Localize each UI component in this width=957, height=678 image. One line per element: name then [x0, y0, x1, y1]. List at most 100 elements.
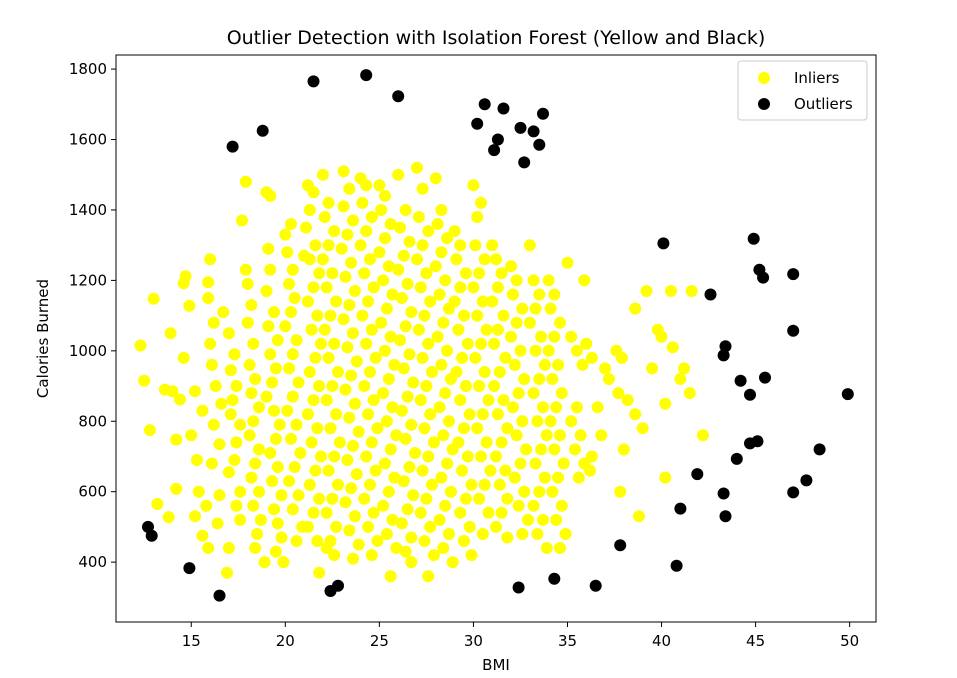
point-inliers [569, 443, 581, 456]
point-inliers [170, 433, 183, 446]
point-inliers [262, 242, 275, 255]
point-outliers [527, 125, 540, 138]
point-inliers [373, 179, 386, 192]
point-inliers [480, 436, 493, 449]
point-inliers [512, 499, 525, 512]
point-inliers [326, 380, 339, 392]
point-inliers [495, 267, 508, 280]
point-outliers [744, 388, 756, 401]
point-inliers [486, 239, 499, 252]
point-inliers [572, 471, 585, 484]
point-inliers [364, 253, 376, 266]
point-inliers [443, 415, 455, 428]
point-inliers [290, 334, 303, 347]
point-inliers [303, 204, 316, 216]
point-inliers [454, 239, 467, 252]
point-inliers [405, 306, 418, 319]
point-inliers [471, 211, 484, 223]
point-outliers [787, 268, 800, 281]
point-outliers [533, 138, 546, 151]
point-inliers [518, 485, 531, 498]
point-inliers [185, 429, 198, 442]
point-inliers [360, 450, 373, 463]
point-inliers [452, 323, 465, 336]
point-inliers [367, 281, 380, 294]
point-inliers [356, 196, 369, 209]
point-inliers [523, 316, 536, 329]
point-inliers [471, 422, 484, 435]
point-inliers [465, 549, 478, 562]
point-inliers [427, 549, 440, 562]
point-inliers [435, 204, 448, 216]
point-inliers [326, 267, 339, 280]
point-inliers [269, 432, 282, 445]
point-inliers [548, 443, 561, 456]
x-tick-label: 20 [276, 632, 295, 650]
point-inliers [439, 499, 452, 512]
point-inliers [318, 211, 331, 223]
y-tick-label: 1800 [69, 60, 107, 78]
point-inliers [358, 492, 371, 505]
point-inliers [407, 376, 420, 389]
point-inliers [211, 517, 224, 530]
point-inliers [580, 337, 593, 350]
point-inliers [497, 394, 510, 407]
point-inliers [570, 344, 583, 357]
point-inliers [253, 485, 265, 498]
point-inliers [491, 281, 504, 294]
point-inliers [422, 337, 435, 350]
point-inliers [414, 506, 427, 519]
point-inliers [213, 489, 226, 502]
point-inliers [548, 330, 561, 343]
x-tick-label: 15 [182, 632, 201, 650]
point-inliers [380, 302, 393, 315]
point-inliers [459, 267, 472, 280]
point-inliers [554, 542, 566, 554]
point-inliers [523, 239, 536, 252]
point-inliers [418, 422, 431, 435]
point-inliers [646, 362, 659, 375]
point-inliers [441, 232, 454, 245]
point-inliers [253, 401, 265, 414]
point-inliers [386, 401, 399, 414]
point-inliers [433, 513, 446, 526]
point-outliers [488, 144, 501, 157]
point-outliers [751, 435, 764, 448]
point-inliers [365, 323, 378, 336]
point-inliers [352, 425, 365, 438]
point-inliers [429, 172, 442, 185]
point-inliers [505, 260, 517, 273]
point-inliers [345, 369, 358, 382]
point-inliers [552, 471, 565, 484]
point-inliers [341, 341, 354, 354]
point-inliers [397, 362, 410, 375]
point-outliers [471, 117, 484, 130]
point-inliers [439, 274, 452, 287]
point-inliers [364, 366, 376, 378]
point-inliers [452, 436, 465, 449]
point-inliers [458, 535, 470, 547]
point-inliers [674, 373, 687, 385]
point-inliers [412, 211, 425, 223]
point-inliers [322, 464, 335, 477]
point-inliers [333, 436, 346, 449]
point-inliers [249, 457, 262, 470]
point-inliers [281, 246, 294, 259]
point-inliers [134, 339, 147, 352]
point-inliers [264, 447, 277, 459]
point-inliers [283, 362, 296, 375]
point-inliers [164, 327, 177, 340]
x-tick-label: 50 [840, 632, 859, 650]
point-inliers [411, 253, 423, 266]
point-outliers [589, 579, 602, 592]
point-inliers [433, 401, 446, 414]
point-inliers [458, 309, 470, 322]
point-inliers [384, 330, 397, 343]
point-inliers [426, 478, 438, 491]
point-inliers [435, 471, 448, 484]
point-inliers [332, 366, 344, 378]
point-inliers [283, 475, 296, 488]
point-inliers [367, 506, 380, 519]
point-inliers [288, 292, 301, 304]
